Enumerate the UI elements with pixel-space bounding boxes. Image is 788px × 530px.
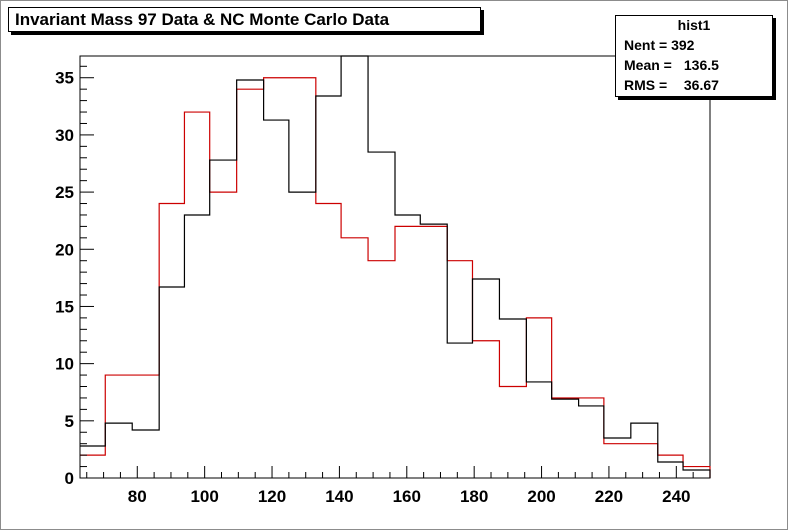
y-tick-label: 5 — [65, 412, 74, 431]
y-tick-label: 15 — [55, 297, 74, 316]
y-tick-label: 35 — [55, 69, 74, 88]
x-tick-label: 200 — [527, 487, 555, 506]
y-tick-label: 10 — [55, 355, 74, 374]
plot-frame — [79, 55, 711, 479]
x-tick-label: 180 — [460, 487, 488, 506]
stats-mean-label: Mean = — [624, 57, 672, 73]
x-tick-label: 120 — [258, 487, 286, 506]
y-tick-label: 0 — [65, 469, 74, 488]
y-tick-label: 30 — [55, 126, 74, 145]
stats-rms-value: 36.67 — [683, 77, 719, 93]
x-tick-label: 220 — [595, 487, 623, 506]
x-tick-label: 160 — [393, 487, 421, 506]
stats-entries-label: Nent = 392 — [624, 37, 695, 53]
stats-box: hist1 Nent = 392 Mean = 136.5 RMS = 36.6… — [615, 15, 773, 97]
x-tick-label: 140 — [325, 487, 353, 506]
x-tick-label: 240 — [662, 487, 690, 506]
chart-title: Invariant Mass 97 Data & NC Monte Carlo … — [15, 10, 390, 29]
stats-row-mean: Mean = 136.5 — [624, 57, 719, 73]
y-tick-label: 20 — [55, 240, 74, 259]
stats-histogram-name: hist1 — [677, 17, 711, 33]
title-box: Invariant Mass 97 Data & NC Monte Carlo … — [8, 7, 481, 32]
series-line-data — [80, 55, 711, 478]
stats-mean-value: 136.5 — [683, 57, 719, 73]
y-tick-label: 25 — [55, 183, 74, 202]
stats-rms-label: RMS = — [624, 77, 668, 93]
stats-row-rms: RMS = 36.67 — [624, 77, 719, 93]
stats-row-entries: Nent = 392 — [624, 37, 694, 53]
x-tick-label: 80 — [128, 487, 147, 506]
x-tick-label: 100 — [190, 487, 218, 506]
